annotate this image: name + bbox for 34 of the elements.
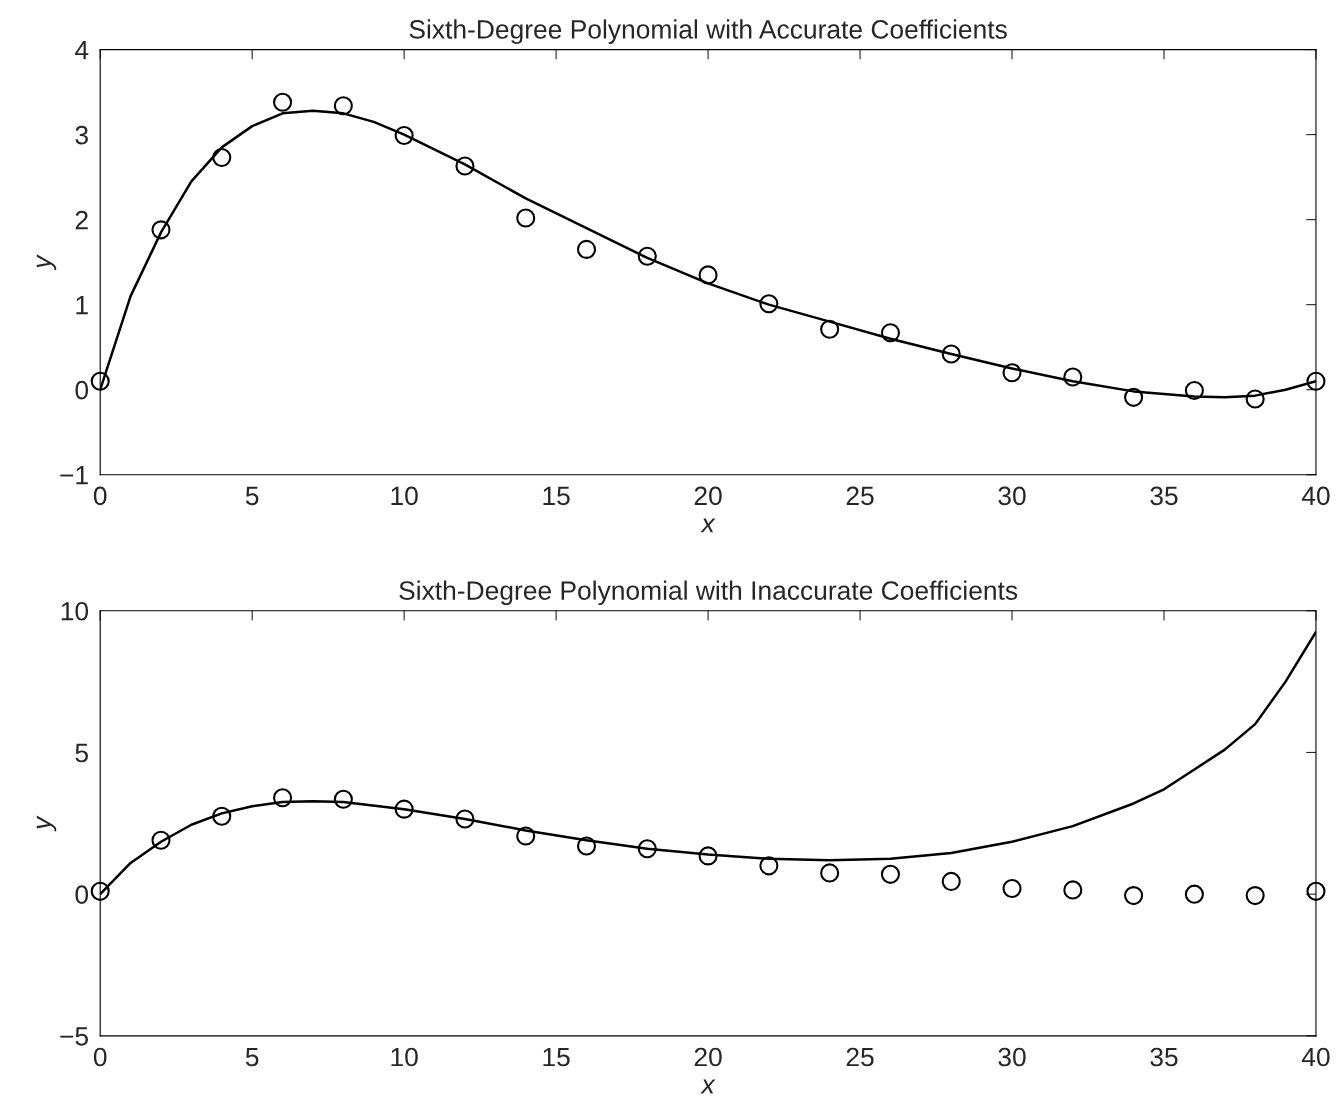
chart-title: Sixth-Degree Polynomial with Inaccurate Coefficients [399, 580, 1018, 606]
x-tick-label: 0 [93, 486, 107, 506]
x-tick-label: 40 [1301, 1047, 1330, 1067]
x-tick-label: 15 [543, 486, 570, 506]
y-axis-title: y [36, 815, 57, 832]
x-tick-label: 35 [1150, 486, 1178, 506]
x-tick-label: 40 [1301, 486, 1330, 506]
y-tick-label: 10 [61, 601, 89, 621]
x-tick-label: 10 [391, 486, 418, 506]
x-tick-label: 30 [998, 486, 1026, 506]
y-tick-label: 1 [76, 296, 88, 315]
x-tick-label: 20 [694, 486, 722, 506]
x-axis-title: x [700, 1079, 716, 1094]
x-tick-label: 5 [245, 486, 259, 506]
y-tick-label: 3 [75, 125, 88, 145]
x-tick-label: 30 [998, 1047, 1026, 1067]
x-axis-title: x [700, 518, 716, 533]
x-tick-label: 15 [543, 1047, 570, 1067]
x-tick-label: 20 [694, 1047, 722, 1067]
x-tick-label: 35 [1150, 1047, 1178, 1067]
x-tick-label: 25 [846, 1047, 874, 1067]
chart-title: Sixth-Degree Polynomial with Accurate Coefficients [409, 19, 1007, 44]
x-tick-label: 10 [391, 1047, 418, 1067]
y-tick-label: 0 [75, 380, 89, 400]
x-tick-label: 25 [846, 486, 874, 506]
y-axis-title: y [36, 254, 57, 271]
y-tick-label: 0 [75, 885, 89, 904]
y-tick-label: 4 [75, 41, 89, 60]
y-tick-label: −1 [60, 466, 88, 485]
y-tick-label: 2 [75, 210, 88, 230]
y-tick-label: −5 [60, 1027, 88, 1046]
y-tick-label: 5 [75, 743, 88, 763]
x-tick-label: 0 [93, 1047, 107, 1067]
x-tick-label: 5 [245, 1047, 259, 1067]
